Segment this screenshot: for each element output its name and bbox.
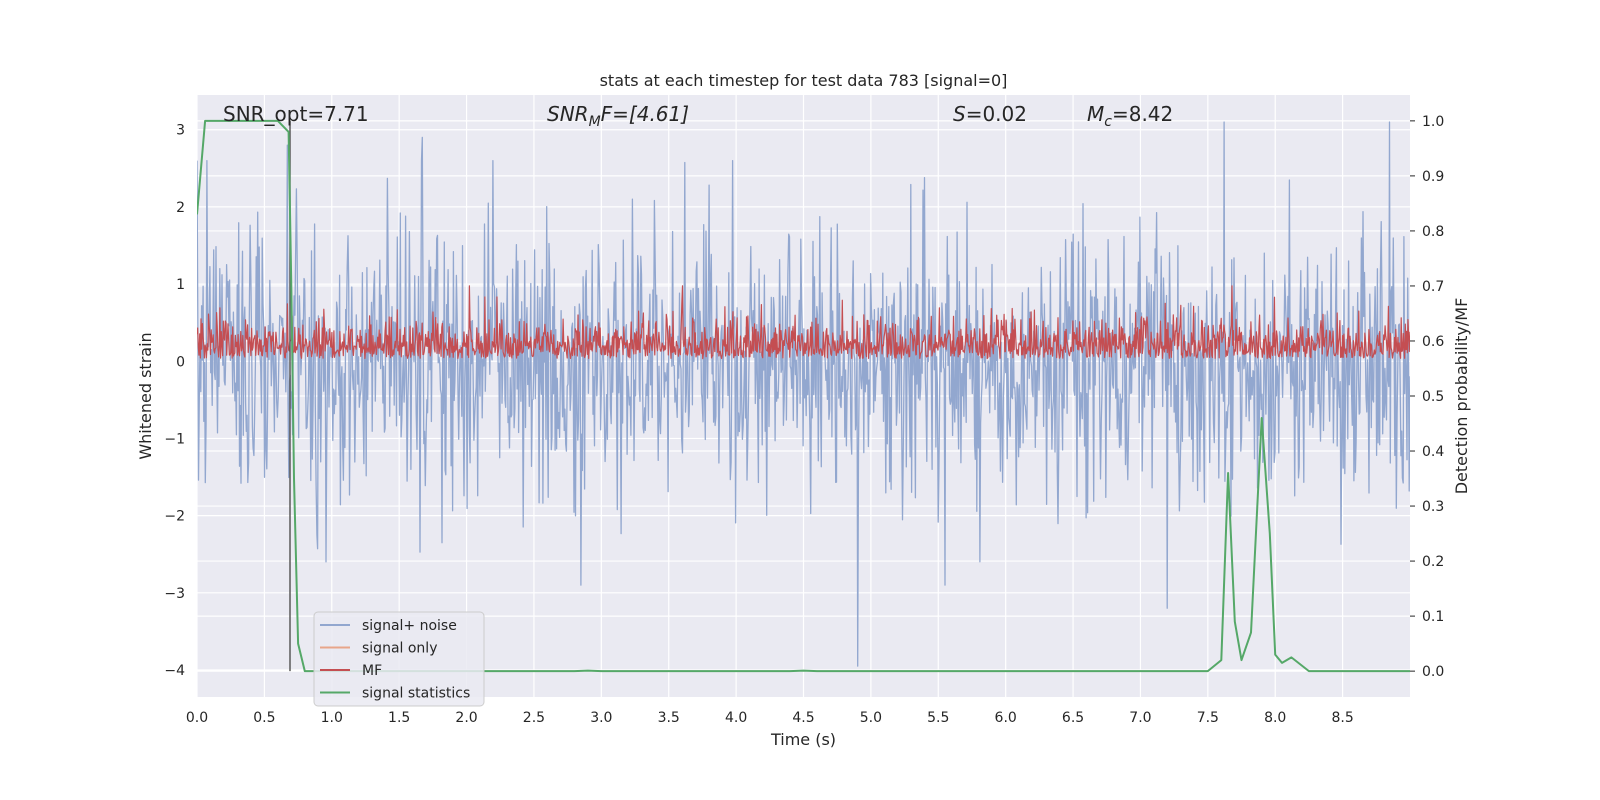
annotation-s: S=0.02 xyxy=(953,102,1027,126)
x-tick-label: 0.5 xyxy=(253,710,275,726)
y-tick-label: 2 xyxy=(176,200,185,216)
y-tick-label: 3 xyxy=(176,123,185,139)
series-signal-statistics-line xyxy=(197,119,1410,673)
snr-mf-subscript: M xyxy=(589,114,601,130)
series-signal-noise-line xyxy=(197,121,1410,667)
mc-value: =8.42 xyxy=(1112,102,1173,126)
chart-title: stats at each timestep for test data 783… xyxy=(600,71,1008,90)
s-value: =0.02 xyxy=(966,102,1027,126)
x-tick-label: 1.5 xyxy=(388,710,410,726)
x-tick-label: 0.0 xyxy=(186,710,208,726)
x-axis-label: Time (s) xyxy=(770,730,836,749)
mc-symbol: M xyxy=(1087,102,1104,126)
legend-box xyxy=(313,611,485,707)
y-tick-label: −4 xyxy=(164,663,185,679)
y-axis-label: Whitened strain xyxy=(136,332,155,459)
x-tick-label: 4.0 xyxy=(725,710,747,726)
y2-tick-label: 0.4 xyxy=(1422,444,1444,460)
y2-tick-label: 0.0 xyxy=(1422,664,1444,680)
snr-mf-base: SNR xyxy=(547,102,589,126)
x-tick-label: 3.0 xyxy=(590,710,612,726)
legend-label: signal+ noise xyxy=(362,618,457,634)
y2-axis-label: Detection probability/MF xyxy=(1452,298,1471,495)
x-tick-label: 5.5 xyxy=(927,710,949,726)
s-symbol: S xyxy=(953,102,966,126)
x-tick-label: 4.5 xyxy=(792,710,814,726)
y-tick-label: −1 xyxy=(164,431,185,447)
series-mf-line xyxy=(197,285,1410,360)
y-tick-label: −3 xyxy=(164,586,185,602)
x-tick-label: 3.5 xyxy=(658,710,680,726)
mc-subscript: c xyxy=(1104,114,1112,130)
x-tick-label: 1.0 xyxy=(321,710,343,726)
y2-tick-label: 0.5 xyxy=(1422,389,1444,405)
legend-label: MF xyxy=(362,663,382,679)
annotation-snr-opt: SNR_opt=7.71 xyxy=(223,102,369,126)
y2-tick-label: 0.3 xyxy=(1422,499,1444,515)
legend: signal+ noise signal only MF signal statist… xyxy=(313,611,485,707)
y2-tick-label: 0.8 xyxy=(1422,224,1444,240)
annotation-snr-mf: SNRMF=[4.61] xyxy=(547,102,689,130)
y2-tick-label: 0.7 xyxy=(1422,279,1444,295)
x-tick-label: 5.0 xyxy=(860,710,882,726)
annotation-mc: Mc=8.42 xyxy=(1087,102,1173,130)
x-tick-label: 2.5 xyxy=(523,710,545,726)
x-tick-label: 8.5 xyxy=(1331,710,1353,726)
legend-label: signal only xyxy=(362,641,437,657)
y-tick-label: 0 xyxy=(176,354,185,370)
legend-label: signal statistics xyxy=(362,686,470,702)
y2-tick-label: 0.9 xyxy=(1422,169,1444,185)
series-layer xyxy=(197,119,1410,673)
y-tick-label: −2 xyxy=(164,509,185,525)
snr-mf-rest: F=[4.61] xyxy=(601,102,689,126)
y2-tick-label: 0.2 xyxy=(1422,554,1444,570)
axes: 0.0 0.5 1.0 1.5 2.0 2.5 3.0 3.5 4.0 4.5 5.0 5.5 6.0 6… xyxy=(164,114,1444,726)
x-tick-label: 2.0 xyxy=(455,710,477,726)
x-tick-label: 6.0 xyxy=(995,710,1017,726)
x-tick-label: 7.0 xyxy=(1129,710,1151,726)
y2-tick-label: 0.1 xyxy=(1422,609,1444,625)
y2-tick-label: 1.0 xyxy=(1422,114,1444,130)
y-tick-label: 1 xyxy=(176,277,185,293)
x-tick-label: 8.0 xyxy=(1264,710,1286,726)
y2-tick-label: 0.6 xyxy=(1422,334,1444,350)
x-tick-label: 6.5 xyxy=(1062,710,1084,726)
x-tick-label: 7.5 xyxy=(1197,710,1219,726)
